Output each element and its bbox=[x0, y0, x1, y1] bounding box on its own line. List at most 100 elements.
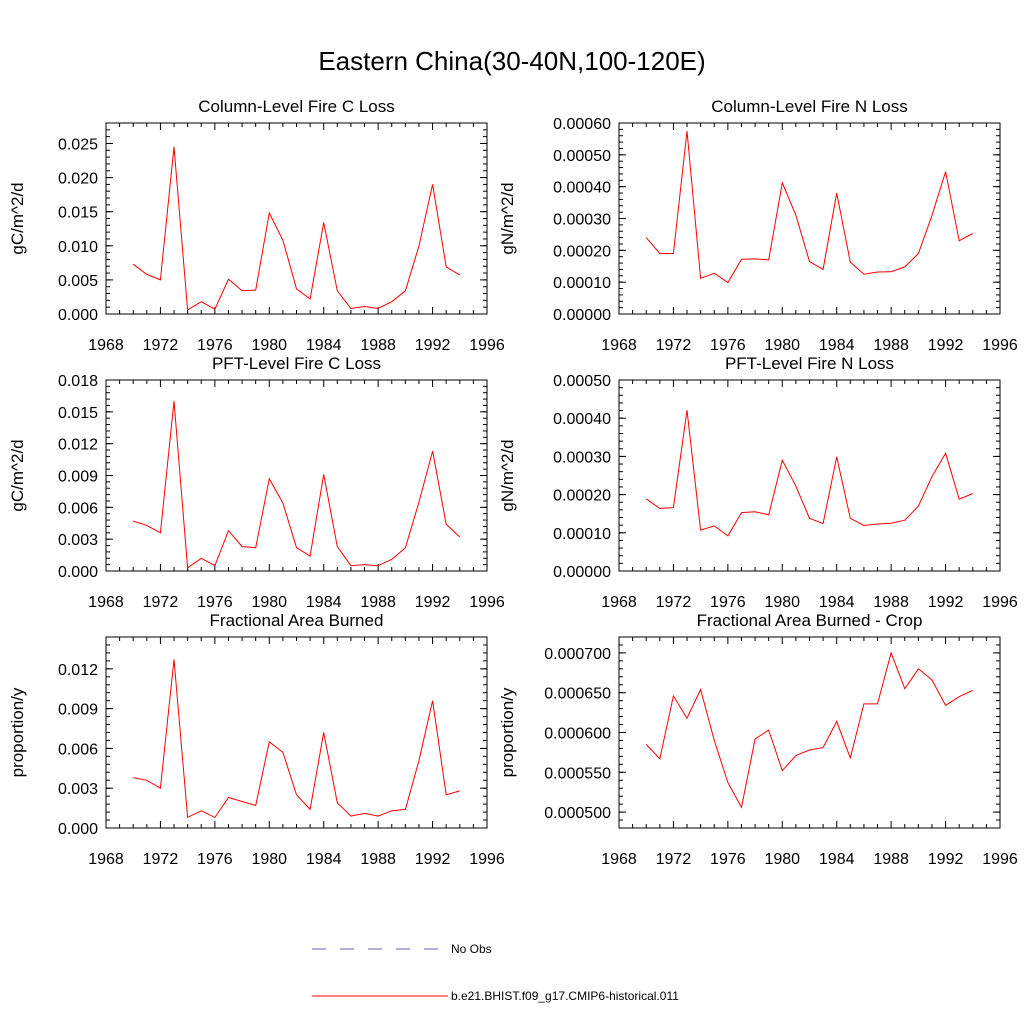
y-tick-label: 0.00030 bbox=[553, 449, 611, 466]
y-tick-label: 0.00000 bbox=[553, 307, 611, 324]
x-tick-label: 1992 bbox=[415, 851, 451, 868]
x-tick-label: 1968 bbox=[88, 337, 124, 354]
series-line bbox=[645, 651, 974, 809]
panel-6: 1968 1972 1976 1980 1984 1988 1992 1996 0.000500… bbox=[498, 611, 1018, 868]
y-tick-label: 0.00060 bbox=[553, 116, 611, 133]
x-tick-label: 1996 bbox=[982, 594, 1018, 611]
y-tick-label: 0.00040 bbox=[553, 411, 611, 428]
x-tick-label: 1972 bbox=[143, 337, 179, 354]
y-tick-label: 0.00020 bbox=[553, 243, 611, 260]
x-tick-label: 1968 bbox=[601, 594, 637, 611]
x-tick-label: 1980 bbox=[251, 594, 287, 611]
panel-3: 1968 1972 1976 1980 1984 1988 1992 1996 0.000 0.0… bbox=[8, 354, 505, 611]
x-tick-label: 1976 bbox=[197, 594, 233, 611]
plot-frame bbox=[618, 379, 1001, 572]
panel-title: PFT-Level Fire C Loss bbox=[212, 354, 381, 373]
x-tick-label: 1972 bbox=[143, 851, 179, 868]
x-tick-label: 1996 bbox=[982, 337, 1018, 354]
plot-frame bbox=[105, 636, 488, 829]
x-tick-label: 1992 bbox=[928, 594, 964, 611]
y-tick-label: 0.006 bbox=[58, 741, 98, 758]
series-line bbox=[133, 401, 461, 569]
x-tick-label: 1988 bbox=[360, 594, 396, 611]
panel-4: 1968 1972 1976 1980 1984 1988 1992 1996 0.00000 0… bbox=[498, 354, 1018, 611]
x-tick-label: 1972 bbox=[143, 594, 179, 611]
panel-2: 1968 1972 1976 1980 1984 1988 1992 1996 0.00000 0… bbox=[498, 97, 1018, 354]
x-tick-label: 1984 bbox=[819, 337, 855, 354]
x-tick-label: 1984 bbox=[306, 337, 342, 354]
x-tick-label: 1992 bbox=[928, 851, 964, 868]
y-tick-label: 0.018 bbox=[58, 373, 98, 390]
x-tick-label: 1988 bbox=[873, 594, 909, 611]
x-tick-label: 1984 bbox=[306, 594, 342, 611]
x-tick-label: 1968 bbox=[601, 851, 637, 868]
x-tick-label: 1980 bbox=[251, 337, 287, 354]
x-tick-label: 1980 bbox=[251, 851, 287, 868]
y-tick-label: 0.00040 bbox=[553, 180, 611, 197]
y-tick-label: 0.009 bbox=[58, 469, 98, 486]
x-tick-label: 1972 bbox=[656, 594, 692, 611]
x-tick-label: 1980 bbox=[764, 851, 800, 868]
series-line bbox=[133, 659, 460, 819]
y-tick-label: 0.009 bbox=[58, 702, 98, 719]
y-axis-label: gN/m^2/d bbox=[498, 182, 517, 254]
x-tick-label: 1976 bbox=[197, 337, 233, 354]
y-tick-label: 0.000 bbox=[58, 564, 98, 581]
x-tick-label: 1996 bbox=[469, 337, 505, 354]
x-tick-label: 1996 bbox=[469, 594, 505, 611]
y-tick-label: 0.003 bbox=[58, 781, 98, 798]
plot-frame bbox=[105, 379, 488, 572]
x-tick-label: 1980 bbox=[764, 594, 800, 611]
y-tick-label: 0.020 bbox=[58, 171, 98, 188]
y-tick-label: 0.012 bbox=[58, 437, 98, 454]
plot-frame bbox=[618, 122, 1001, 315]
x-tick-label: 1980 bbox=[764, 337, 800, 354]
x-tick-label: 1976 bbox=[710, 337, 746, 354]
y-axis-label: gC/m^2/d bbox=[8, 439, 27, 511]
y-axis-label: proportion/y bbox=[8, 687, 27, 777]
x-tick-label: 1976 bbox=[710, 851, 746, 868]
y-tick-label: 0.006 bbox=[58, 500, 98, 517]
panel-title: PFT-Level Fire N Loss bbox=[725, 354, 894, 373]
x-tick-label: 1972 bbox=[656, 337, 692, 354]
legend-label-no-obs: No Obs bbox=[451, 942, 492, 956]
y-tick-label: 0.015 bbox=[58, 205, 98, 222]
x-tick-label: 1968 bbox=[88, 594, 124, 611]
x-tick-label: 1984 bbox=[819, 594, 855, 611]
x-tick-label: 1968 bbox=[601, 337, 637, 354]
x-tick-label: 1988 bbox=[360, 337, 396, 354]
y-tick-label: 0.00030 bbox=[553, 212, 611, 229]
y-tick-label: 0.00000 bbox=[553, 564, 611, 581]
y-tick-label: 0.003 bbox=[58, 532, 98, 549]
y-axis-label: gN/m^2/d bbox=[498, 439, 517, 511]
panel-title: Column-Level Fire N Loss bbox=[711, 97, 908, 116]
y-tick-label: 0.000 bbox=[58, 307, 98, 324]
panel-1: 1968 1972 1976 1980 1984 1988 1992 1996 0.000 0.0… bbox=[8, 97, 505, 354]
y-tick-label: 0.012 bbox=[58, 662, 98, 679]
panels: 1968 1972 1976 1980 1984 1988 1992 1996 0.000 0.0… bbox=[8, 97, 1018, 868]
x-tick-label: 1996 bbox=[469, 851, 505, 868]
x-tick-label: 1984 bbox=[819, 851, 855, 868]
x-tick-label: 1992 bbox=[928, 337, 964, 354]
y-tick-label: 0.00050 bbox=[553, 373, 611, 390]
x-tick-label: 1992 bbox=[415, 594, 451, 611]
x-tick-label: 1996 bbox=[982, 851, 1018, 868]
x-tick-label: 1968 bbox=[88, 851, 124, 868]
x-tick-label: 1976 bbox=[197, 851, 233, 868]
y-tick-label: 0.005 bbox=[58, 273, 98, 290]
x-tick-label: 1976 bbox=[710, 594, 746, 611]
y-tick-label: 0.00010 bbox=[553, 275, 611, 292]
y-axis-label: proportion/y bbox=[498, 687, 517, 777]
y-tick-label: 0.025 bbox=[58, 136, 98, 153]
y-tick-label: 0.00050 bbox=[553, 148, 611, 165]
x-tick-label: 1992 bbox=[415, 337, 451, 354]
panel-title: Fractional Area Burned - Crop bbox=[697, 611, 923, 630]
x-tick-label: 1984 bbox=[306, 851, 342, 868]
series-line bbox=[132, 146, 461, 311]
y-tick-label: 0.000550 bbox=[544, 765, 611, 782]
figure-title: Eastern China(30-40N,100-120E) bbox=[318, 46, 706, 76]
y-tick-label: 0.000 bbox=[58, 821, 98, 838]
series-line bbox=[645, 410, 973, 537]
plot-frame bbox=[618, 636, 1001, 829]
